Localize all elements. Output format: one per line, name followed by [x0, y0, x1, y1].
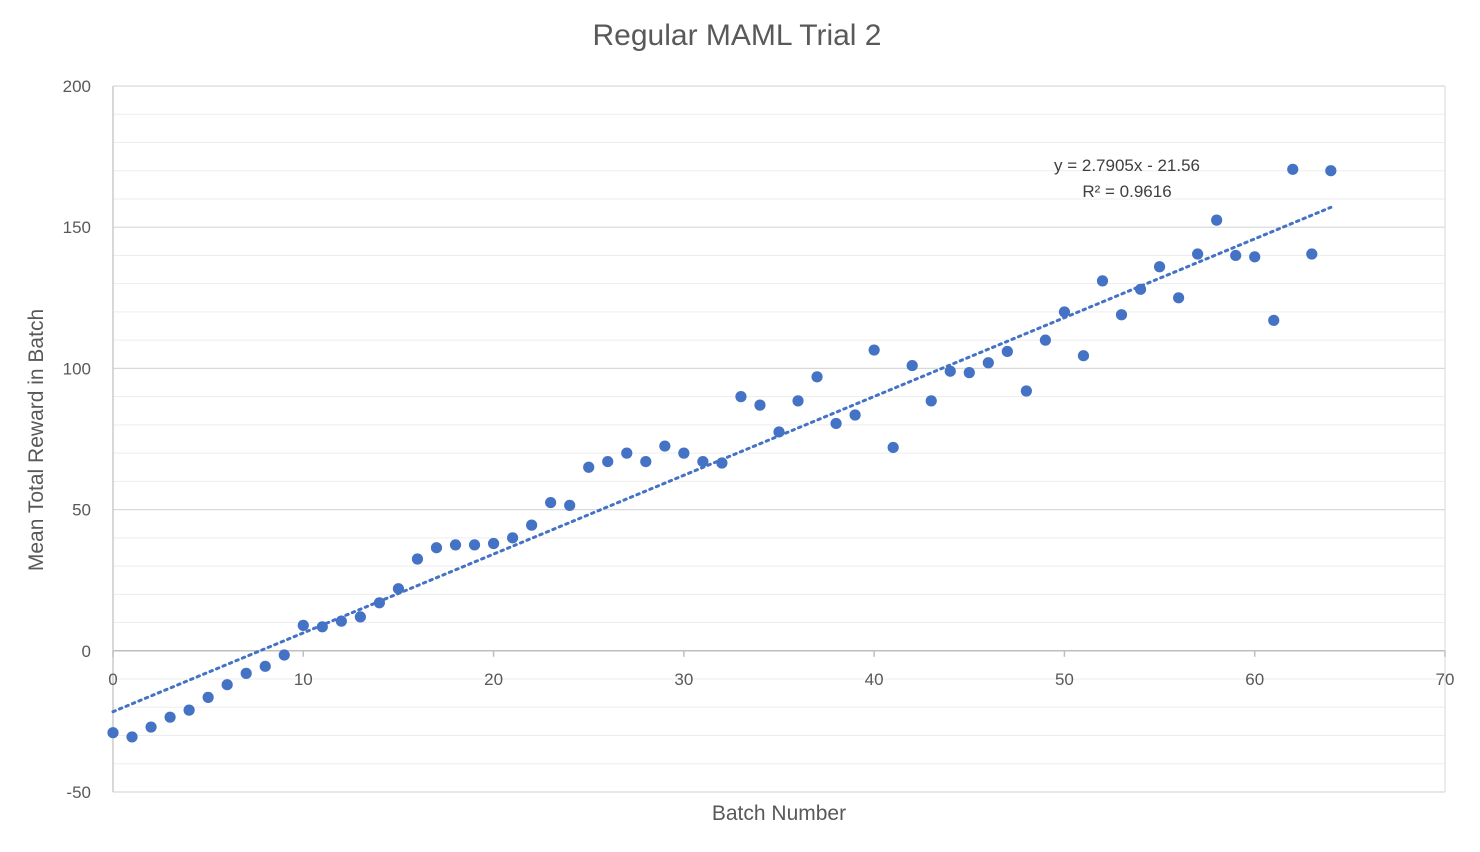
x-tick-label: 70 [1436, 670, 1455, 689]
data-point [716, 457, 728, 469]
data-point [1001, 345, 1013, 358]
data-point [145, 721, 157, 733]
data-point [1039, 334, 1051, 346]
data-point [1153, 261, 1166, 273]
data-point [925, 395, 937, 407]
data-point [735, 391, 747, 403]
data-point [545, 496, 557, 509]
data-point [1249, 251, 1261, 263]
data-point [659, 440, 671, 452]
y-axis-title: Mean Total Reward in Batch [25, 309, 48, 571]
data-point [202, 691, 214, 703]
x-tick-label: 30 [674, 670, 693, 689]
data-point [449, 539, 462, 551]
data-point [697, 455, 709, 468]
x-tick-label: 10 [294, 670, 313, 689]
x-tick-label: 60 [1245, 670, 1264, 689]
data-point [240, 667, 252, 679]
data-point [278, 649, 290, 661]
data-point [373, 597, 385, 609]
data-point [906, 359, 918, 372]
data-point [107, 727, 119, 739]
x-tick-label: 0 [108, 670, 117, 689]
data-point [354, 611, 366, 623]
data-point [1077, 350, 1090, 362]
data-point [1115, 309, 1128, 321]
y-tick-label: 100 [63, 359, 91, 378]
data-point [792, 395, 804, 407]
data-point [583, 461, 595, 473]
data-point [126, 731, 138, 743]
data-point [1020, 385, 1032, 397]
data-point [411, 553, 424, 565]
data-point [1306, 248, 1318, 260]
data-point [944, 365, 956, 377]
data-point [1325, 165, 1337, 177]
data-point [564, 499, 576, 511]
axes [112, 86, 1446, 792]
data-point [221, 679, 233, 691]
data-point [830, 417, 842, 430]
data-point [1096, 275, 1109, 287]
x-tick-label: 20 [484, 670, 503, 689]
tick-labels: 0 10 20 30 40 50 60 70 -50 0 50 100 150 200 [63, 77, 1455, 802]
data-point [259, 660, 271, 672]
y-tick-label: 200 [63, 77, 91, 96]
data-point [982, 357, 994, 369]
data-point [640, 455, 652, 468]
x-axis-title: Batch Number [712, 802, 846, 825]
data-point [392, 583, 405, 595]
data-point [487, 537, 500, 550]
data-point [1173, 292, 1185, 304]
data-point [316, 621, 328, 633]
data-point [430, 542, 443, 554]
x-tick-label: 50 [1055, 670, 1074, 689]
data-point [164, 711, 176, 723]
data-point [1134, 283, 1147, 295]
data-point [335, 615, 347, 627]
trendline-r-squared: R² = 0.9616 [1082, 182, 1171, 201]
data-point [811, 371, 823, 383]
data-point [963, 367, 975, 379]
chart-title: Regular MAML Trial 2 [593, 19, 882, 52]
data-point [506, 532, 519, 544]
x-tick-label: 40 [865, 670, 884, 689]
data-point [678, 447, 690, 459]
data-point [297, 619, 309, 631]
data-point [621, 447, 633, 459]
data-point [754, 399, 766, 411]
data-point [1287, 163, 1299, 175]
data-point [1211, 214, 1223, 226]
data-point [1268, 314, 1280, 326]
data-point [526, 519, 538, 531]
data-point [887, 441, 899, 454]
data-point [602, 455, 614, 468]
data-point [183, 704, 195, 716]
y-tick-label: 150 [63, 218, 91, 237]
trendline-equation: y = 2.7905x - 21.56 [1054, 156, 1200, 175]
y-tick-label: 0 [82, 642, 91, 661]
data-points [107, 163, 1337, 743]
data-point [773, 426, 785, 438]
data-point [849, 409, 861, 421]
y-tick-label: 50 [72, 501, 91, 520]
data-point [1230, 249, 1242, 262]
data-point [1058, 306, 1071, 318]
y-tick-label: -50 [66, 783, 91, 802]
data-point [468, 539, 481, 551]
data-point [1192, 248, 1204, 260]
data-point [868, 344, 880, 356]
